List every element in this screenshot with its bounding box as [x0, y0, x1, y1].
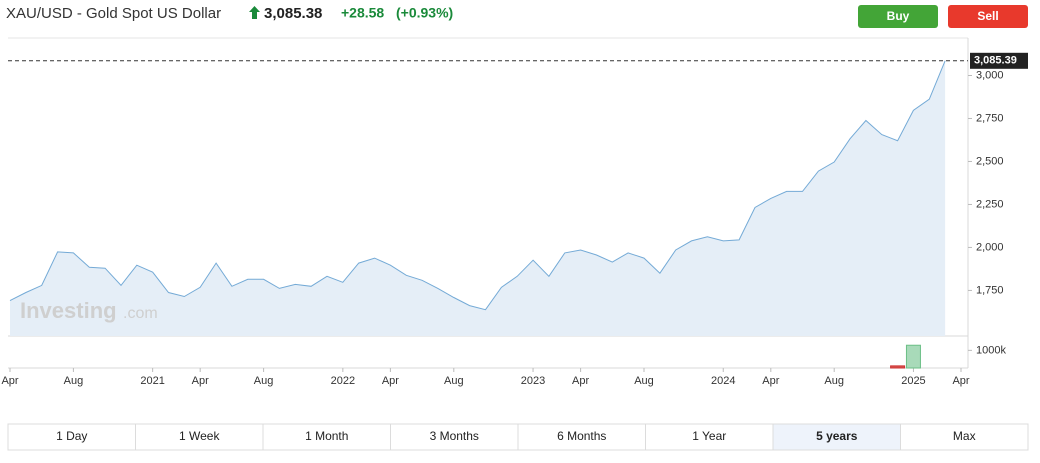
symbol: XAU/USD - Gold Spot US Dollar: [6, 5, 221, 22]
period-button[interactable]: [262, 423, 391, 451]
up-arrow: [249, 6, 260, 19]
y-tick-label: 2,000: [976, 241, 1004, 253]
period-button[interactable]: [900, 423, 1029, 451]
x-tick-label: Aug: [254, 375, 274, 387]
period-label[interactable]: 1 Month: [305, 429, 348, 443]
x-tick-label: Apr: [1, 375, 18, 387]
x-tick-label: Apr: [952, 375, 969, 387]
change: +28.58: [341, 5, 384, 21]
period-label[interactable]: 1 Day: [56, 429, 87, 443]
buy-button[interactable]: [858, 5, 938, 28]
last-price-label: 3,085.39: [974, 55, 1017, 67]
y-tick-label: 2,500: [976, 155, 1004, 167]
x-tick-label: 2022: [331, 375, 355, 387]
x-tick-label: Aug: [634, 375, 654, 387]
period-label[interactable]: 6 Months: [557, 429, 606, 443]
x-tick-label: Apr: [572, 375, 589, 387]
x-tick-label: Apr: [382, 375, 399, 387]
x-tick-label: 2023: [521, 375, 545, 387]
y-tick-label: 3,000: [976, 69, 1004, 81]
line: [9, 60, 946, 311]
x-tick-label: Aug: [444, 375, 464, 387]
x-tick-label: 2021: [140, 375, 164, 387]
sell-button[interactable]: [948, 5, 1028, 28]
y-tick-label: 1,750: [976, 284, 1004, 296]
y-tick-label: 2,750: [976, 112, 1004, 124]
y-tick-label: 2,250: [976, 198, 1004, 210]
period-button[interactable]: [517, 423, 646, 451]
area: [10, 60, 946, 337]
sell-label[interactable]: Sell: [977, 9, 998, 23]
period-button[interactable]: [135, 423, 264, 451]
volume-tick-label: 1000k: [976, 344, 1006, 356]
period-label[interactable]: 3 Months: [430, 429, 479, 443]
watermark: .com: [123, 305, 158, 322]
plot: [9, 60, 946, 337]
period-button[interactable]: [7, 423, 136, 451]
price: 3,085.38: [264, 5, 322, 22]
x-tick-label: Aug: [64, 375, 84, 387]
buy-label[interactable]: Buy: [887, 9, 910, 23]
change-pct: (+0.93%): [396, 5, 453, 21]
period-bar: 1 Day 1 Week 1 Month 3 Months 6 Months 1 Year…: [7, 423, 1029, 451]
period-label[interactable]: 1 Week: [179, 429, 220, 443]
x-tick-label: Apr: [762, 375, 779, 387]
x-tick-label: Apr: [192, 375, 209, 387]
period-label[interactable]: 1 Year: [692, 429, 726, 443]
watermark: Investing: [20, 298, 117, 323]
last-price-box: [970, 52, 1028, 69]
period-label[interactable]: Max: [953, 429, 976, 443]
volume-bar: [905, 344, 921, 369]
period-label[interactable]: 5 years: [816, 429, 858, 443]
x-tick-label: Aug: [824, 375, 844, 387]
x-tick-label: 2025: [901, 375, 925, 387]
x-tick-label: 2024: [711, 375, 735, 387]
volume-bar: [890, 365, 906, 369]
